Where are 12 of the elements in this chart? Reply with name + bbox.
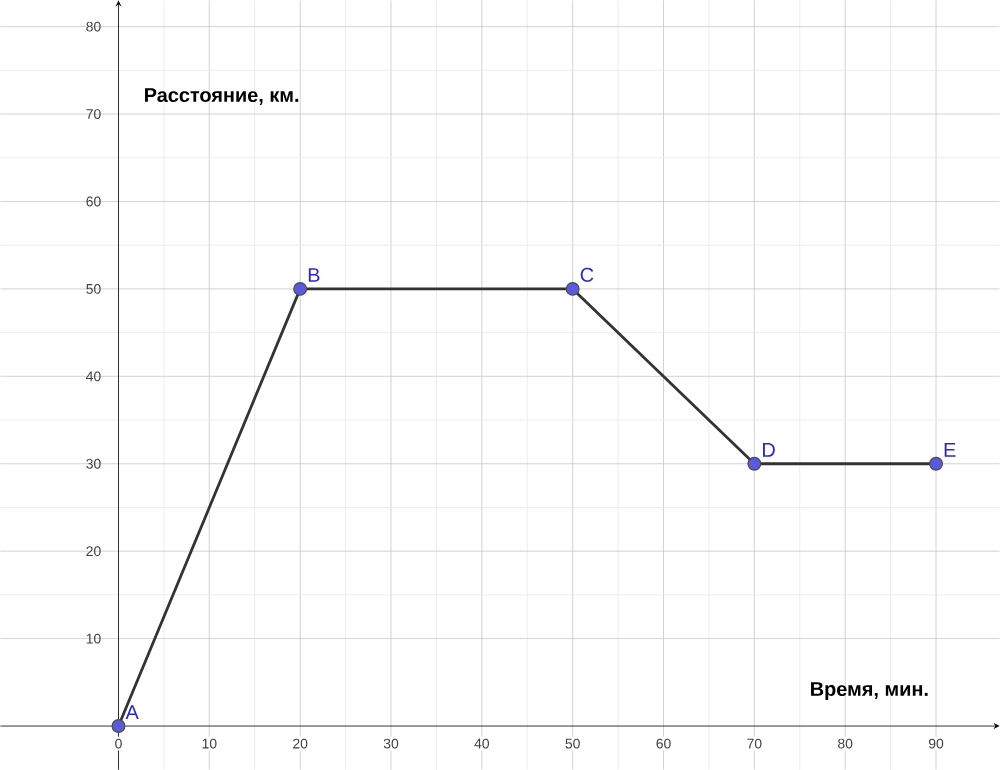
annotation: E [944,442,956,457]
point [111,719,126,733]
point [293,281,308,296]
point [747,456,762,471]
annotation: B [308,268,320,282]
x-axis-title: Время, мин. [811,682,928,700]
annotation: D [763,442,775,457]
annotation: A [125,705,139,719]
point [565,281,580,296]
annotation: C [580,267,594,282]
point [929,456,943,471]
y-axis-title: Расстояние, км. [145,88,299,105]
